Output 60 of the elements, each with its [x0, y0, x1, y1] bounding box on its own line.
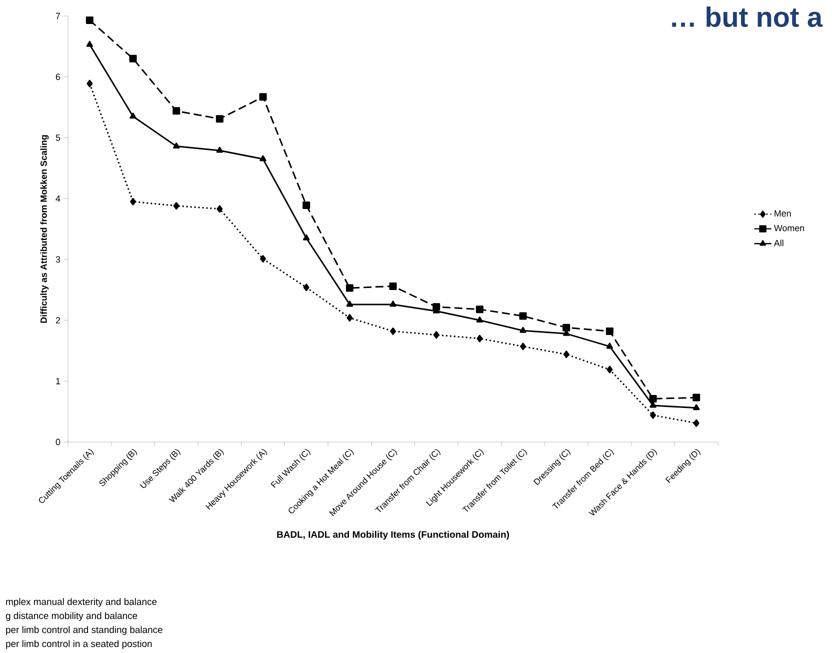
point: [390, 327, 396, 335]
point: [259, 93, 267, 101]
point: [260, 155, 266, 162]
point: [389, 282, 397, 290]
point: [650, 402, 656, 408]
point: [649, 395, 657, 403]
y-tick-label: 2: [56, 317, 60, 324]
point: [130, 112, 136, 119]
point: [606, 342, 614, 349]
point: [303, 284, 310, 292]
point: [693, 419, 700, 427]
point: [606, 327, 614, 335]
point: [562, 324, 570, 332]
y-tick-label: 3: [56, 256, 60, 263]
point: [216, 205, 223, 213]
point: [563, 350, 570, 358]
text: g distance mobility and balance: [6, 612, 138, 621]
point: [346, 284, 354, 292]
point: [520, 342, 526, 350]
point: [476, 306, 484, 314]
point: [129, 54, 137, 62]
legend-label: Women: [774, 224, 804, 232]
y-tick-label: 5: [56, 134, 60, 141]
text: per limb control and standing balance: [6, 626, 162, 635]
point: [172, 142, 180, 148]
point: [433, 331, 440, 339]
point: [260, 255, 266, 263]
chart-title: … but not a: [672, 6, 823, 27]
y-tick-label: 4: [56, 195, 60, 202]
y-tick-label: 1: [56, 378, 60, 384]
point: [216, 115, 224, 123]
point: [390, 300, 396, 307]
point: [302, 234, 310, 240]
point: [519, 312, 527, 320]
point: [86, 16, 94, 24]
y-tick-label: 0: [56, 438, 60, 446]
text: mplex manual dexterity and balance: [6, 598, 157, 607]
point: [692, 394, 700, 402]
point: [216, 146, 224, 153]
point: [130, 198, 136, 206]
point: [172, 107, 180, 115]
point: [650, 411, 656, 419]
point: [692, 404, 700, 410]
text: per limb control in a seated postion: [6, 640, 152, 649]
point: [606, 366, 613, 374]
y-tick-label: 7: [56, 12, 60, 20]
point: [302, 202, 310, 210]
point: [346, 314, 353, 322]
point: [86, 40, 94, 47]
point: [476, 316, 484, 323]
y-axis-title: Difficulty as Attributed from Mokken Scaling: [40, 135, 49, 323]
point: [346, 300, 354, 307]
x-axis-title: BADL, IADL and Mobility Items (Functional Domain): [277, 530, 510, 540]
point: [86, 80, 93, 88]
legend-label: Men: [774, 210, 791, 217]
point: [476, 334, 483, 342]
point: [520, 326, 526, 333]
legend-label: All: [774, 240, 784, 246]
y-tick-label: 6: [56, 74, 60, 80]
point: [173, 202, 180, 210]
